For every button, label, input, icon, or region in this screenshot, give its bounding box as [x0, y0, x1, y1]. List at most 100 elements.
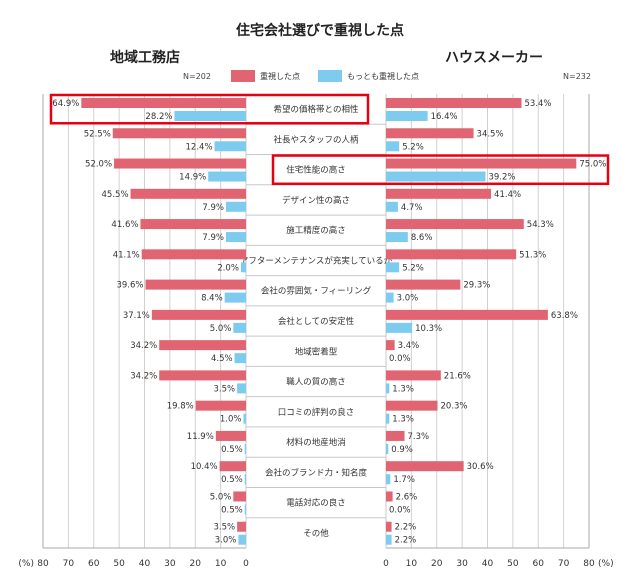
category-label: 会社のブランド力・知名度 — [265, 467, 368, 478]
tick-label-right: 20 — [431, 559, 443, 569]
bar-left-most-important — [174, 111, 246, 121]
bar-right-most-important — [386, 474, 391, 485]
value-label-left: 8.4% — [201, 294, 223, 304]
value-label-right: 5.2% — [402, 142, 424, 152]
legend-label-important: 重視した点 — [260, 71, 300, 81]
value-label-right: 21.6% — [444, 371, 471, 381]
bar-right-most-important — [386, 292, 394, 303]
panel-title-left: 地域工務店 — [110, 50, 180, 66]
value-label-left: 7.9% — [202, 233, 224, 243]
bar-right-important — [386, 188, 492, 199]
tick-label-left: 20 — [190, 559, 202, 569]
value-label-left: 1.0% — [220, 415, 242, 425]
bar-right-important — [386, 340, 395, 351]
value-label-left: 19.8% — [167, 402, 194, 412]
bar-right-important — [386, 400, 438, 411]
category-label: 社長やスタッフの人柄 — [273, 134, 359, 145]
value-label-left: 10.4% — [191, 462, 218, 472]
value-label-right: 63.8% — [551, 311, 578, 321]
value-label-right: 53.4% — [525, 99, 552, 109]
value-label-right: 75.0% — [579, 160, 606, 170]
value-label-left: 41.1% — [113, 250, 140, 260]
tick-label-right: 50 — [507, 559, 519, 569]
value-label-left: 4.5% — [211, 354, 233, 364]
value-label-left: 12.4% — [186, 142, 213, 152]
bar-right-most-important — [386, 262, 400, 273]
bar-left-most-important — [233, 322, 246, 333]
bar-left-most-important — [244, 504, 246, 515]
value-label-right: 7.3% — [408, 432, 430, 442]
bar-left-important — [195, 400, 246, 411]
value-label-left: 3.0% — [215, 536, 237, 546]
value-label-left: 41.6% — [111, 220, 138, 230]
category-label: 職人の質の高さ — [286, 377, 346, 388]
value-label-left: 0.5% — [221, 475, 243, 485]
value-label-right: 39.2% — [488, 173, 515, 183]
legend-swatch-important — [231, 70, 255, 82]
value-label-right: 3.4% — [398, 341, 420, 351]
bar-left-important — [151, 309, 246, 320]
bar-left-most-important — [240, 262, 246, 273]
value-label-left: 3.5% — [214, 523, 236, 533]
value-label-right: 5.2% — [402, 263, 424, 273]
bar-left-most-important — [244, 474, 246, 485]
bar-left-important — [233, 491, 246, 502]
bar-right-most-important — [386, 201, 398, 212]
category-label: 口コミの評判の良さ — [278, 407, 355, 418]
value-label-right: 51.3% — [519, 250, 546, 260]
value-label-right: 2.2% — [395, 523, 417, 533]
bar-left-important — [114, 158, 246, 169]
category-label: 材料の地産地消 — [286, 437, 346, 448]
value-label-right: 3.0% — [397, 294, 419, 304]
value-label-left: 28.2% — [145, 112, 172, 122]
bar-right-important — [386, 521, 392, 532]
legend-label-most-important: もっとも重視した点 — [347, 71, 419, 81]
chart-title: 住宅会社選びで重視した点 — [236, 23, 404, 39]
value-label-left: 64.9% — [52, 99, 79, 109]
value-label-left: 37.1% — [123, 311, 150, 321]
highlight-box-right — [271, 154, 610, 186]
bar-left-most-important — [243, 413, 246, 424]
bar-right-important — [386, 430, 405, 441]
bar-left-important — [145, 279, 246, 290]
value-label-left: 5.0% — [210, 324, 232, 334]
bar-right-important — [386, 309, 548, 320]
value-label-right: 20.3% — [441, 402, 468, 412]
bar-right-important — [386, 98, 522, 108]
value-label-left: 45.5% — [102, 190, 129, 200]
value-label-left: 11.9% — [187, 432, 214, 442]
bar-left-most-important — [225, 201, 246, 212]
category-label: 会社の雰囲気・フィーリング — [261, 286, 372, 297]
value-label-left: 0.5% — [221, 445, 243, 455]
value-label-left: 52.0% — [85, 160, 112, 170]
bar-right-important — [386, 279, 461, 290]
bar-left-important — [112, 128, 246, 139]
value-label-left: 5.0% — [210, 492, 232, 502]
bar-right-important — [386, 219, 524, 230]
sample-size-left: N=202 — [183, 72, 211, 81]
tick-label-right: 30 — [456, 559, 468, 569]
value-label-left: 39.6% — [116, 281, 143, 291]
bar-right-important — [386, 461, 464, 472]
tick-label-left: 10 — [215, 559, 227, 569]
legend: 重視した点 もっとも重視した点 — [231, 70, 419, 82]
value-label-right: 41.4% — [494, 190, 521, 200]
bar-left-most-important — [208, 171, 246, 182]
value-label-left: 14.9% — [179, 173, 206, 183]
value-label-right: 1.3% — [392, 384, 414, 394]
bar-right-most-important — [386, 413, 390, 424]
bar-right-most-important — [386, 141, 400, 152]
value-label-left: 3.5% — [214, 384, 236, 394]
category-column — [246, 94, 386, 548]
bar-left-most-important — [225, 232, 246, 243]
value-label-right: 54.3% — [527, 220, 554, 230]
tick-label-left: 60 — [88, 559, 100, 569]
unit-label-right: (%) — [598, 559, 614, 569]
bar-right-most-important — [386, 171, 486, 182]
tick-label-left: 40 — [139, 559, 151, 569]
category-label: デザイン性の高さ — [282, 195, 350, 206]
value-label-left: 34.2% — [130, 341, 157, 351]
bar-left-most-important — [234, 353, 246, 364]
panel-title-right: ハウスメーカー — [445, 50, 543, 66]
value-label-right: 2.6% — [396, 492, 418, 502]
